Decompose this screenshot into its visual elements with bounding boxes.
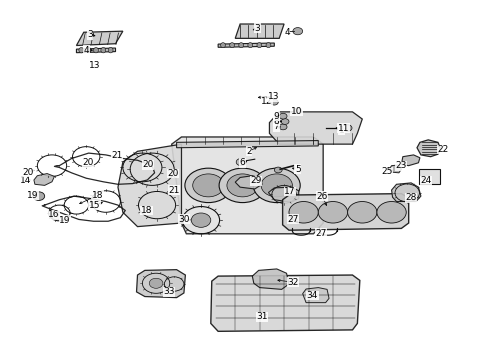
Circle shape [253, 168, 300, 203]
Polygon shape [235, 176, 262, 189]
Text: 28: 28 [405, 193, 417, 202]
Ellipse shape [230, 42, 235, 48]
Polygon shape [172, 137, 323, 234]
Polygon shape [235, 24, 284, 39]
Text: 32: 32 [287, 278, 298, 287]
Text: 11: 11 [338, 123, 349, 132]
Ellipse shape [220, 42, 225, 48]
Polygon shape [389, 165, 401, 173]
Polygon shape [392, 183, 421, 202]
Circle shape [193, 174, 224, 197]
Ellipse shape [86, 48, 91, 53]
Circle shape [219, 168, 266, 203]
Text: 24: 24 [420, 176, 431, 185]
Polygon shape [76, 31, 123, 45]
Polygon shape [252, 269, 289, 289]
Polygon shape [303, 288, 329, 303]
Circle shape [318, 202, 347, 223]
Ellipse shape [266, 42, 271, 48]
Text: 9: 9 [273, 112, 279, 121]
Text: 27: 27 [315, 229, 326, 238]
Text: 16: 16 [48, 210, 59, 219]
Ellipse shape [79, 48, 84, 53]
Polygon shape [118, 144, 181, 226]
Circle shape [281, 119, 289, 125]
Ellipse shape [257, 42, 262, 48]
Polygon shape [211, 275, 360, 331]
Polygon shape [34, 174, 54, 185]
Polygon shape [137, 270, 185, 298]
Circle shape [236, 158, 246, 166]
Circle shape [289, 202, 318, 223]
Circle shape [227, 174, 258, 197]
Circle shape [261, 174, 293, 197]
Circle shape [347, 202, 377, 223]
Ellipse shape [94, 48, 98, 53]
Polygon shape [283, 194, 409, 230]
Text: 26: 26 [317, 192, 328, 201]
Text: 27: 27 [287, 215, 298, 224]
Ellipse shape [108, 48, 113, 53]
Text: 4: 4 [84, 46, 90, 55]
Text: 15: 15 [89, 201, 100, 210]
Text: 5: 5 [295, 165, 301, 174]
Circle shape [293, 28, 303, 35]
Text: 13: 13 [268, 92, 279, 101]
FancyBboxPatch shape [419, 169, 441, 184]
Polygon shape [269, 187, 299, 202]
Text: 34: 34 [307, 291, 318, 300]
Ellipse shape [101, 48, 106, 53]
Text: 20: 20 [167, 169, 178, 178]
Text: 14: 14 [21, 176, 32, 185]
Text: 23: 23 [395, 161, 407, 170]
Text: 10: 10 [291, 107, 302, 116]
Text: 12: 12 [261, 97, 272, 106]
Text: 4: 4 [284, 28, 290, 37]
Polygon shape [218, 43, 274, 47]
Polygon shape [417, 140, 441, 157]
Text: 29: 29 [250, 176, 262, 185]
Text: 13: 13 [89, 61, 100, 70]
Circle shape [149, 278, 163, 288]
Text: 22: 22 [437, 145, 448, 154]
Polygon shape [51, 214, 60, 220]
Circle shape [279, 113, 287, 119]
Ellipse shape [239, 42, 244, 48]
Text: 18: 18 [141, 206, 152, 215]
Polygon shape [270, 112, 362, 144]
Text: 19: 19 [26, 191, 38, 200]
Text: 33: 33 [164, 287, 175, 296]
Circle shape [377, 202, 406, 223]
Text: 20: 20 [143, 160, 154, 169]
Text: 8: 8 [273, 117, 279, 126]
Text: 18: 18 [92, 191, 103, 200]
Circle shape [279, 124, 287, 130]
Text: 31: 31 [256, 312, 268, 321]
Circle shape [185, 168, 232, 203]
Text: 2: 2 [246, 147, 252, 156]
Polygon shape [401, 155, 420, 166]
Polygon shape [176, 140, 318, 148]
Text: 3: 3 [254, 24, 260, 33]
Text: 17: 17 [284, 187, 295, 196]
Text: 7: 7 [273, 122, 279, 131]
Circle shape [294, 108, 302, 114]
Text: 20: 20 [22, 168, 33, 177]
Text: 19: 19 [59, 216, 71, 225]
Circle shape [33, 192, 45, 201]
Text: 21: 21 [111, 151, 122, 160]
Circle shape [274, 167, 282, 173]
Text: 30: 30 [178, 215, 190, 224]
Text: 3: 3 [87, 30, 93, 39]
Text: 20: 20 [82, 158, 94, 167]
Circle shape [270, 99, 278, 105]
Text: 21: 21 [169, 185, 180, 194]
Text: 6: 6 [240, 158, 245, 167]
Text: 1: 1 [339, 126, 344, 135]
Polygon shape [76, 48, 116, 53]
Circle shape [343, 125, 352, 131]
Text: 25: 25 [381, 167, 392, 176]
Ellipse shape [248, 42, 253, 48]
Circle shape [191, 213, 211, 227]
